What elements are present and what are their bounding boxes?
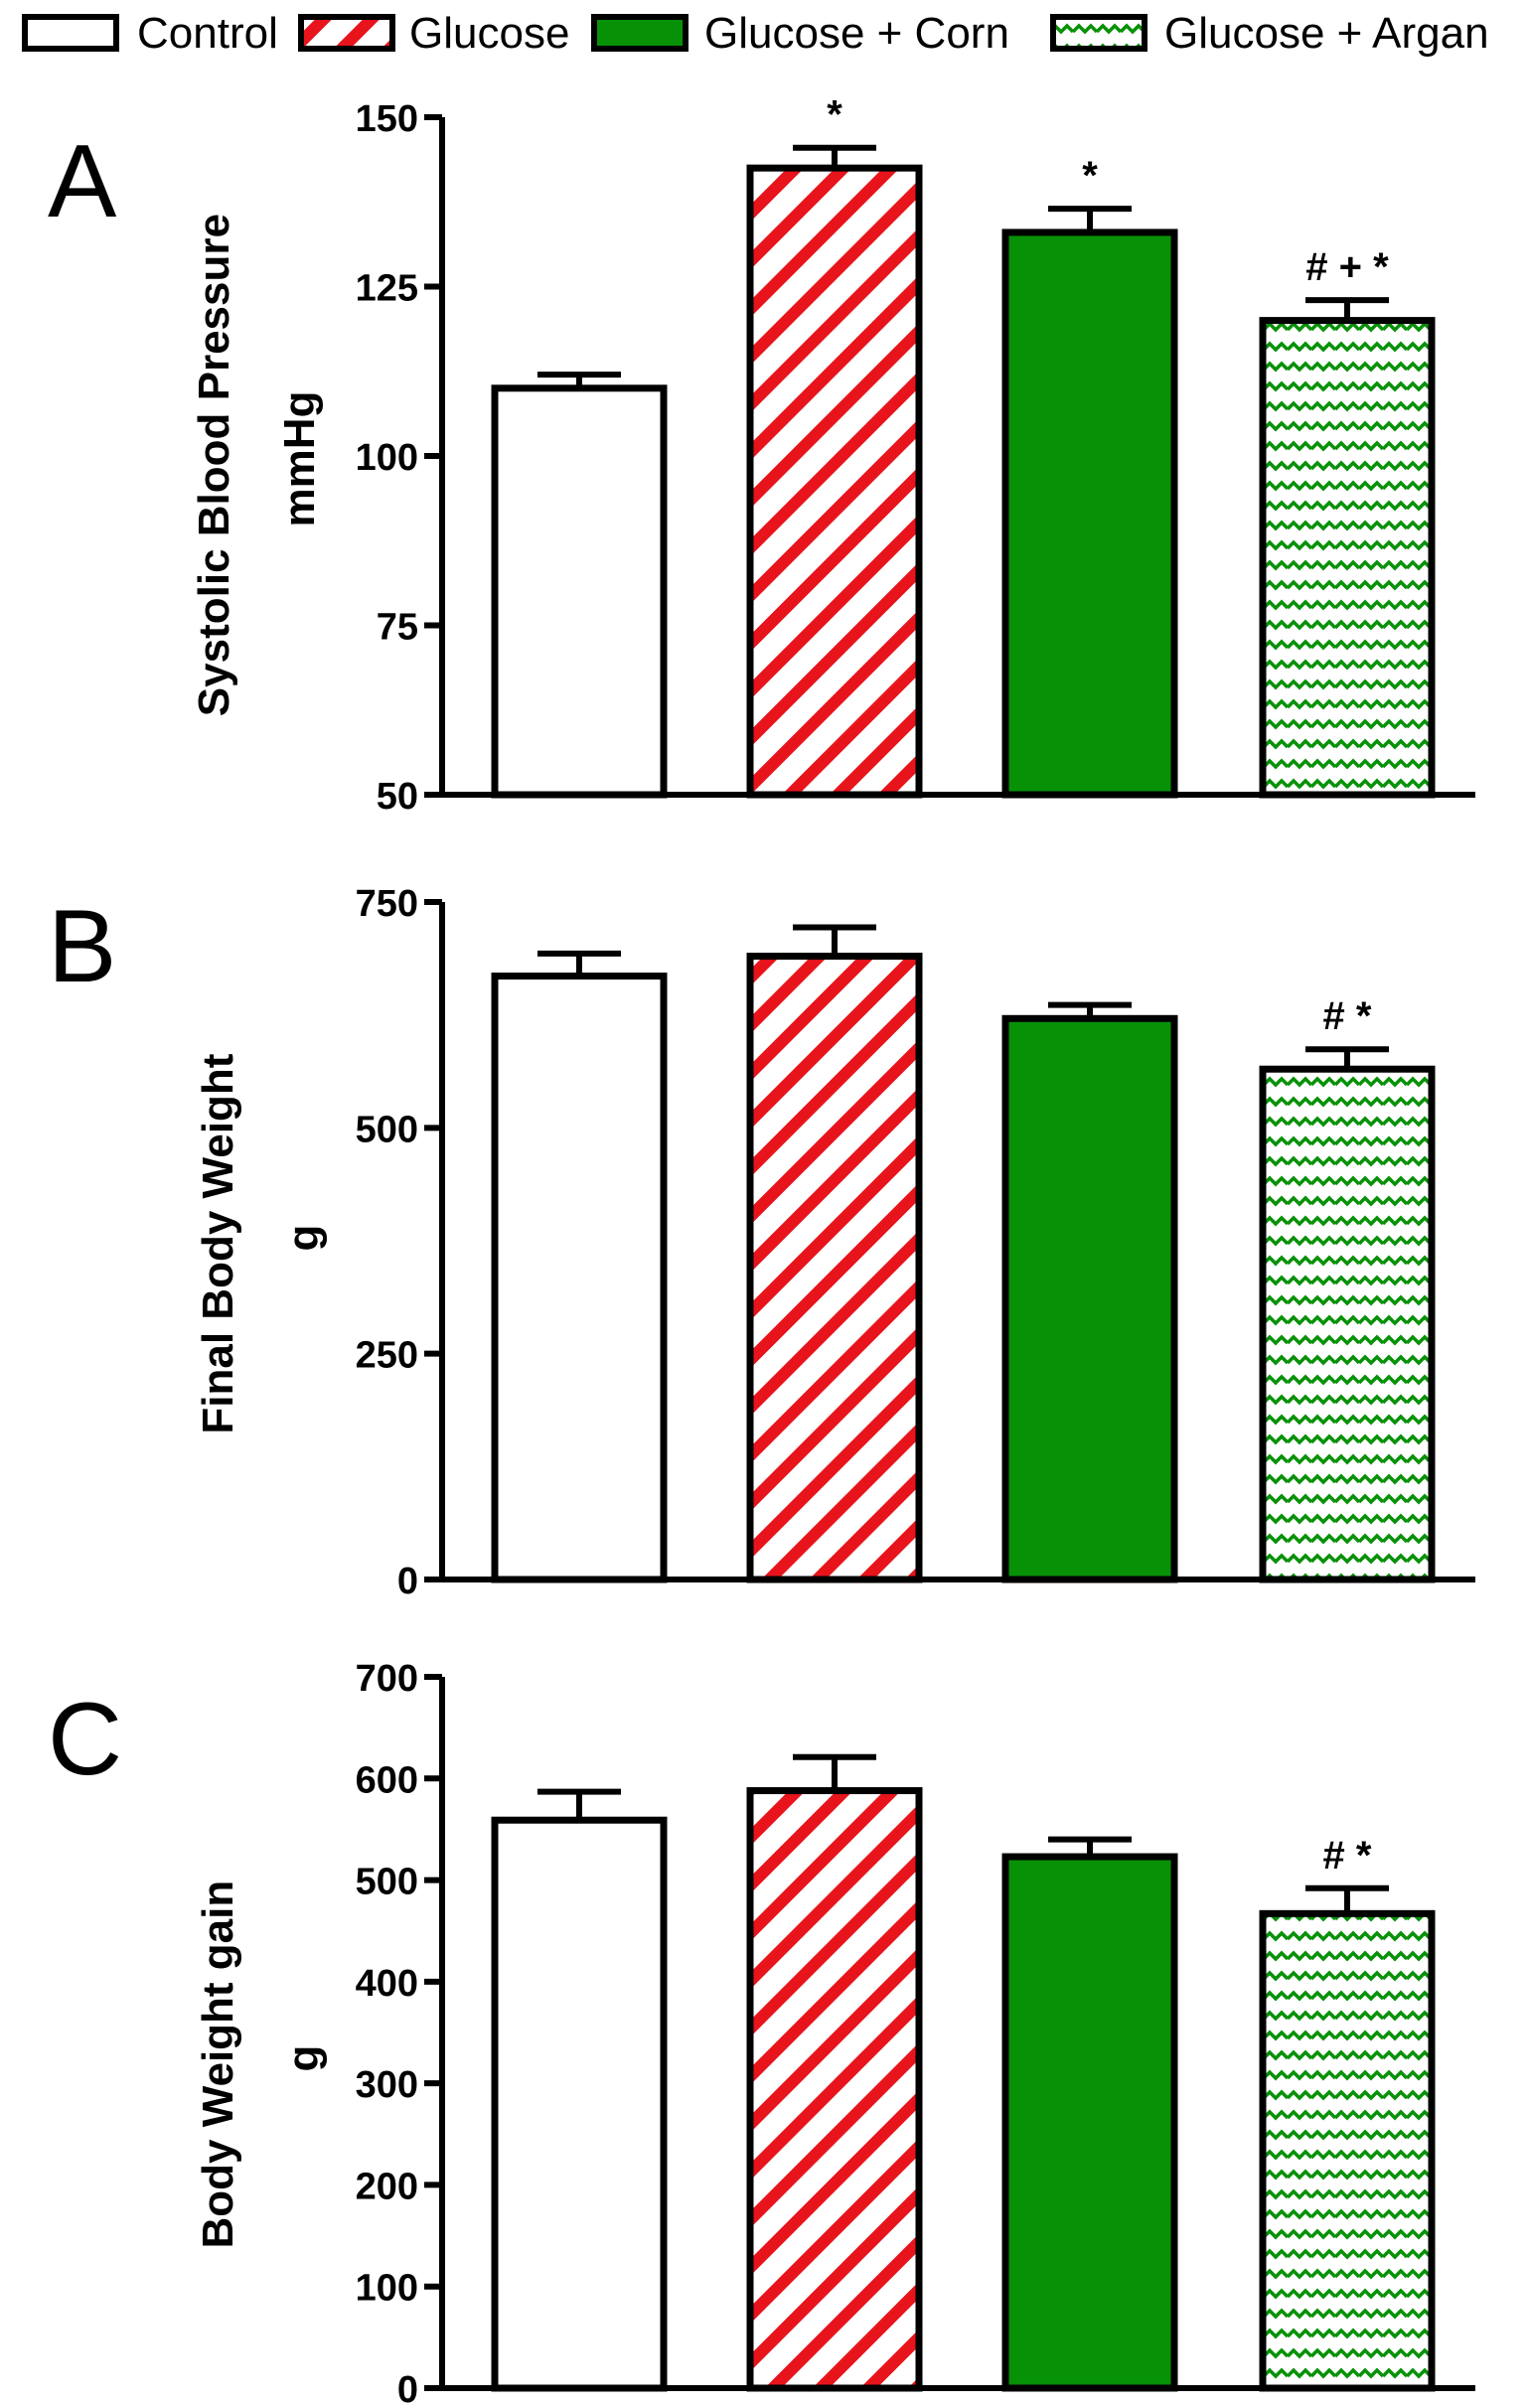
- y-tick-label: 100: [356, 437, 418, 479]
- panel-label: A: [48, 124, 117, 239]
- legend-label-glucose-argan: Glucose + Argan: [1164, 9, 1489, 58]
- legend-label-control: Control: [137, 9, 278, 58]
- legend-item-glucose-argan: Glucose + Argan: [1050, 9, 1489, 58]
- y-tick-label: 0: [397, 1561, 418, 1602]
- bar-glucose: [746, 164, 923, 799]
- y-tick-label: 700: [356, 1658, 418, 1700]
- panel-b: B Final Body Weight g # * 0 250 500 750: [48, 883, 1475, 1602]
- y-axis-title-line-1: Body Weight gain: [194, 1881, 242, 2249]
- y-axis-title: Systolic Blood Pressure mmHg: [190, 202, 324, 716]
- bar-glucose-argan: [1259, 1065, 1436, 1583]
- y-tick-label: 0: [397, 2369, 418, 2403]
- legend-item-glucose-corn: Glucose + Corn: [591, 9, 1009, 58]
- bar-glucose-corn: [1001, 1014, 1178, 1583]
- y-tick-label: 400: [356, 1963, 418, 2005]
- bar-glucose-corn: [1001, 228, 1178, 799]
- bar-control: [491, 384, 668, 799]
- bar-glucose: [746, 1787, 923, 2392]
- legend-item-glucose: Glucose: [298, 9, 569, 58]
- bar-glucose-argan: [1259, 317, 1436, 799]
- y-tick-label: 250: [356, 1335, 418, 1377]
- y-tick-label: 75: [377, 607, 418, 649]
- y-tick-label: 750: [356, 883, 418, 925]
- legend: Control Glucose Glucose + Corn Glucose +…: [22, 9, 1489, 58]
- y-tick-label: 125: [356, 268, 418, 310]
- significance-label-glucose: *: [827, 93, 842, 137]
- y-axis-title-line-2: g: [279, 2045, 328, 2072]
- panel-label: B: [48, 889, 116, 1004]
- bar-control: [491, 973, 668, 1583]
- legend-swatch-glucose-corn: [591, 14, 688, 52]
- significance-label-glucose-corn: *: [1082, 154, 1098, 198]
- legend-item-control: Control: [22, 9, 278, 58]
- significance-label-glucose-argan: # *: [1323, 1834, 1372, 1878]
- y-axis-title-line-2: mmHg: [275, 391, 324, 527]
- legend-swatch-glucose-argan: [1050, 14, 1147, 52]
- bar-glucose: [746, 953, 923, 1583]
- legend-label-glucose-corn: Glucose + Corn: [704, 9, 1009, 58]
- legend-swatch-glucose: [298, 14, 395, 52]
- y-tick-label: 300: [356, 2064, 418, 2106]
- y-axis-title: Body Weight gain g: [194, 1869, 328, 2249]
- legend-label-glucose: Glucose: [409, 9, 569, 58]
- legend-swatch-control: [22, 14, 119, 52]
- y-tick-label: 50: [377, 776, 418, 818]
- y-tick-label: 600: [356, 1759, 418, 1801]
- panel-label: C: [48, 1682, 122, 1797]
- y-axis-title-line-2: g: [279, 1225, 328, 1252]
- panel-c: C Body Weight gain g # * 0 100 200 300 400 500…: [48, 1658, 1475, 2408]
- y-tick-label: 500: [356, 1109, 418, 1150]
- y-axis-title: Final Body Weight g: [194, 1041, 328, 1433]
- significance-label-glucose-argan: # + *: [1305, 245, 1389, 289]
- bar-control: [491, 1816, 668, 2392]
- significance-label-glucose-argan: # *: [1323, 994, 1372, 1038]
- bar-glucose-corn: [1001, 1853, 1178, 2392]
- panel-a: A Systolic Blood Pressure mmHg * * # + * 50…: [48, 93, 1475, 818]
- y-axis-title-line-1: Systolic Blood Pressure: [190, 214, 238, 716]
- y-tick-label: 150: [356, 98, 418, 140]
- y-tick-label: 100: [356, 2268, 418, 2310]
- y-axis-title-line-1: Final Body Weight: [194, 1053, 242, 1433]
- bar-glucose-argan: [1259, 1909, 1436, 2392]
- y-tick-label: 200: [356, 2166, 418, 2207]
- y-tick-label: 500: [356, 1862, 418, 1903]
